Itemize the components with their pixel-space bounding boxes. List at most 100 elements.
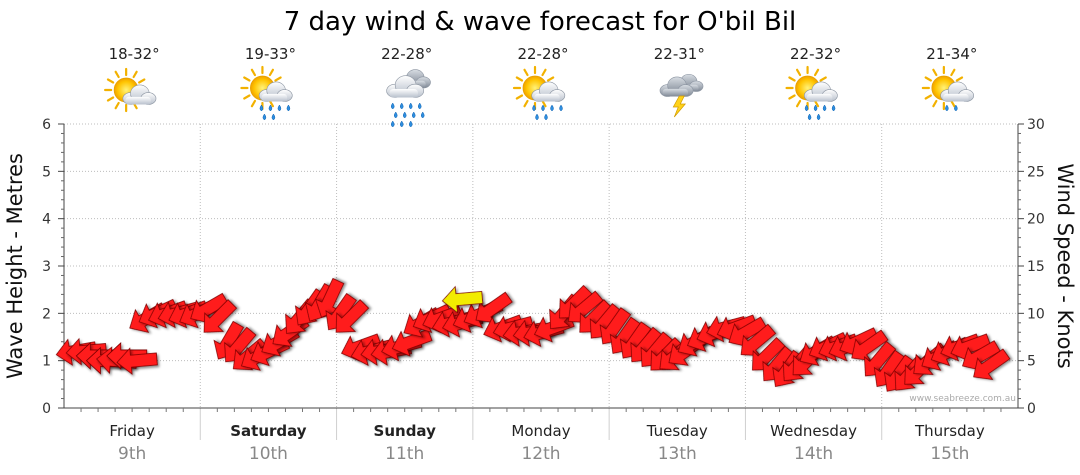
day-temperature: 22-28° xyxy=(381,45,432,63)
weather-icon-sun-showers xyxy=(785,65,838,121)
sun-ray xyxy=(541,99,547,108)
sun-ray xyxy=(813,99,820,108)
day-date-label: 10th xyxy=(249,444,288,464)
rain-drop xyxy=(954,104,958,112)
sun-ray xyxy=(114,70,120,79)
rain-drop xyxy=(417,102,422,110)
day-name-label: Saturday xyxy=(230,422,307,440)
rain-drop xyxy=(535,113,539,121)
cloud xyxy=(803,81,838,102)
wind-arrow xyxy=(203,299,238,333)
day-labels: Friday 9th Saturday 10th Sunday 11th Monday 12t… xyxy=(109,422,984,464)
day-date-label: 9th xyxy=(118,444,146,464)
left-axis-title: Wave Height - Metres xyxy=(3,153,27,379)
sun-ray xyxy=(795,99,802,108)
sun-ray xyxy=(795,68,802,77)
right-axis-title: Wind Speed - Knots xyxy=(1053,163,1077,368)
left-tick-label: 5 xyxy=(42,164,51,180)
cloud xyxy=(531,81,566,102)
left-tick-label: 2 xyxy=(42,306,51,322)
sun-ray xyxy=(819,76,827,82)
day-temperature: 19-33° xyxy=(245,45,296,63)
rain-drop xyxy=(544,113,548,121)
sun-ray xyxy=(106,78,115,84)
wind-speed-ticks: 0 5 10 15 20 25 30 xyxy=(1018,117,1045,417)
gridlines xyxy=(64,123,1018,440)
day-name-label: Tuesday xyxy=(646,422,708,440)
cloud-base xyxy=(261,93,288,102)
wind-arrow xyxy=(851,329,889,362)
day-temperature: 22-32° xyxy=(790,45,841,63)
cloud xyxy=(122,84,157,105)
sun-ray xyxy=(243,76,251,82)
sun-ray xyxy=(813,68,820,77)
day-date-label: 15th xyxy=(930,444,969,464)
day-date-label: 13th xyxy=(658,444,697,464)
rain-drop xyxy=(402,111,407,119)
credit-watermark: www.seabreeze.com.au xyxy=(909,394,1016,404)
sun-ray xyxy=(541,68,547,77)
day-temperature: 21-34° xyxy=(926,45,977,63)
day-name-label: Friday xyxy=(109,422,155,440)
day-temperature: 22-31° xyxy=(654,45,705,63)
right-tick-label: 25 xyxy=(1027,164,1045,180)
sun-ray xyxy=(932,68,938,77)
day-temperature: 22-28° xyxy=(517,45,568,63)
day-forecast-headers: 18-32° 19-33° 22-28° 22-28° 22-31° 22-32° 21-3… xyxy=(104,45,977,128)
weather-icon-partly-cloudy xyxy=(104,67,157,113)
sun-ray xyxy=(950,99,956,108)
cloud-base xyxy=(662,88,689,97)
rain-drop xyxy=(945,104,949,112)
cloud-base xyxy=(389,88,418,98)
rain-drop xyxy=(268,104,273,112)
right-tick-label: 5 xyxy=(1027,354,1036,370)
rain-drop xyxy=(831,104,836,112)
rain-drop xyxy=(390,102,395,110)
rain-drop xyxy=(550,104,554,112)
rain-drop xyxy=(532,104,536,112)
day-name-label: Monday xyxy=(511,422,570,440)
sun-ray xyxy=(268,99,275,108)
rain-drop xyxy=(390,120,395,128)
day-name-label: Wednesday xyxy=(770,422,857,440)
day-name-label: Thursday xyxy=(914,422,985,440)
sun-ray xyxy=(924,76,932,82)
sun-ray xyxy=(250,68,257,77)
cloud-base xyxy=(534,93,560,102)
sun-ray xyxy=(138,78,146,84)
rain-drop xyxy=(816,113,821,121)
weather-icon-sun-showers xyxy=(240,65,293,121)
rain-drop xyxy=(286,104,291,112)
day-date-label: 11th xyxy=(385,444,424,464)
chart-title: 7 day wind & wave forecast for O'bil Bil xyxy=(284,7,797,37)
sun-ray xyxy=(924,94,932,100)
day-date-label: 14th xyxy=(794,444,833,464)
sun-ray xyxy=(546,76,555,82)
rain-drop xyxy=(259,104,264,112)
sun-ray xyxy=(250,99,257,108)
rain-drop xyxy=(807,113,812,121)
left-tick-label: 6 xyxy=(42,117,51,133)
cloud xyxy=(258,81,293,102)
right-tick-label: 0 xyxy=(1027,401,1036,417)
sun-ray xyxy=(955,76,964,82)
cloud-base xyxy=(943,93,969,102)
rain-drop xyxy=(393,111,398,119)
sun-ray xyxy=(274,76,282,82)
sun-ray xyxy=(523,68,529,77)
wind-arrow xyxy=(116,347,158,376)
rain-drop xyxy=(559,104,563,112)
sun-ray xyxy=(114,101,120,110)
rain-drop xyxy=(262,113,267,121)
wind-arrow xyxy=(335,299,370,333)
cloud-base xyxy=(806,93,833,102)
rain-drop xyxy=(277,104,282,112)
sun-ray xyxy=(515,94,524,100)
rain-drop xyxy=(271,113,276,121)
sun-ray xyxy=(268,68,275,77)
cloud xyxy=(659,76,694,97)
rain-drop xyxy=(399,120,404,128)
sun-ray xyxy=(106,96,115,102)
rain-drop xyxy=(411,111,416,119)
